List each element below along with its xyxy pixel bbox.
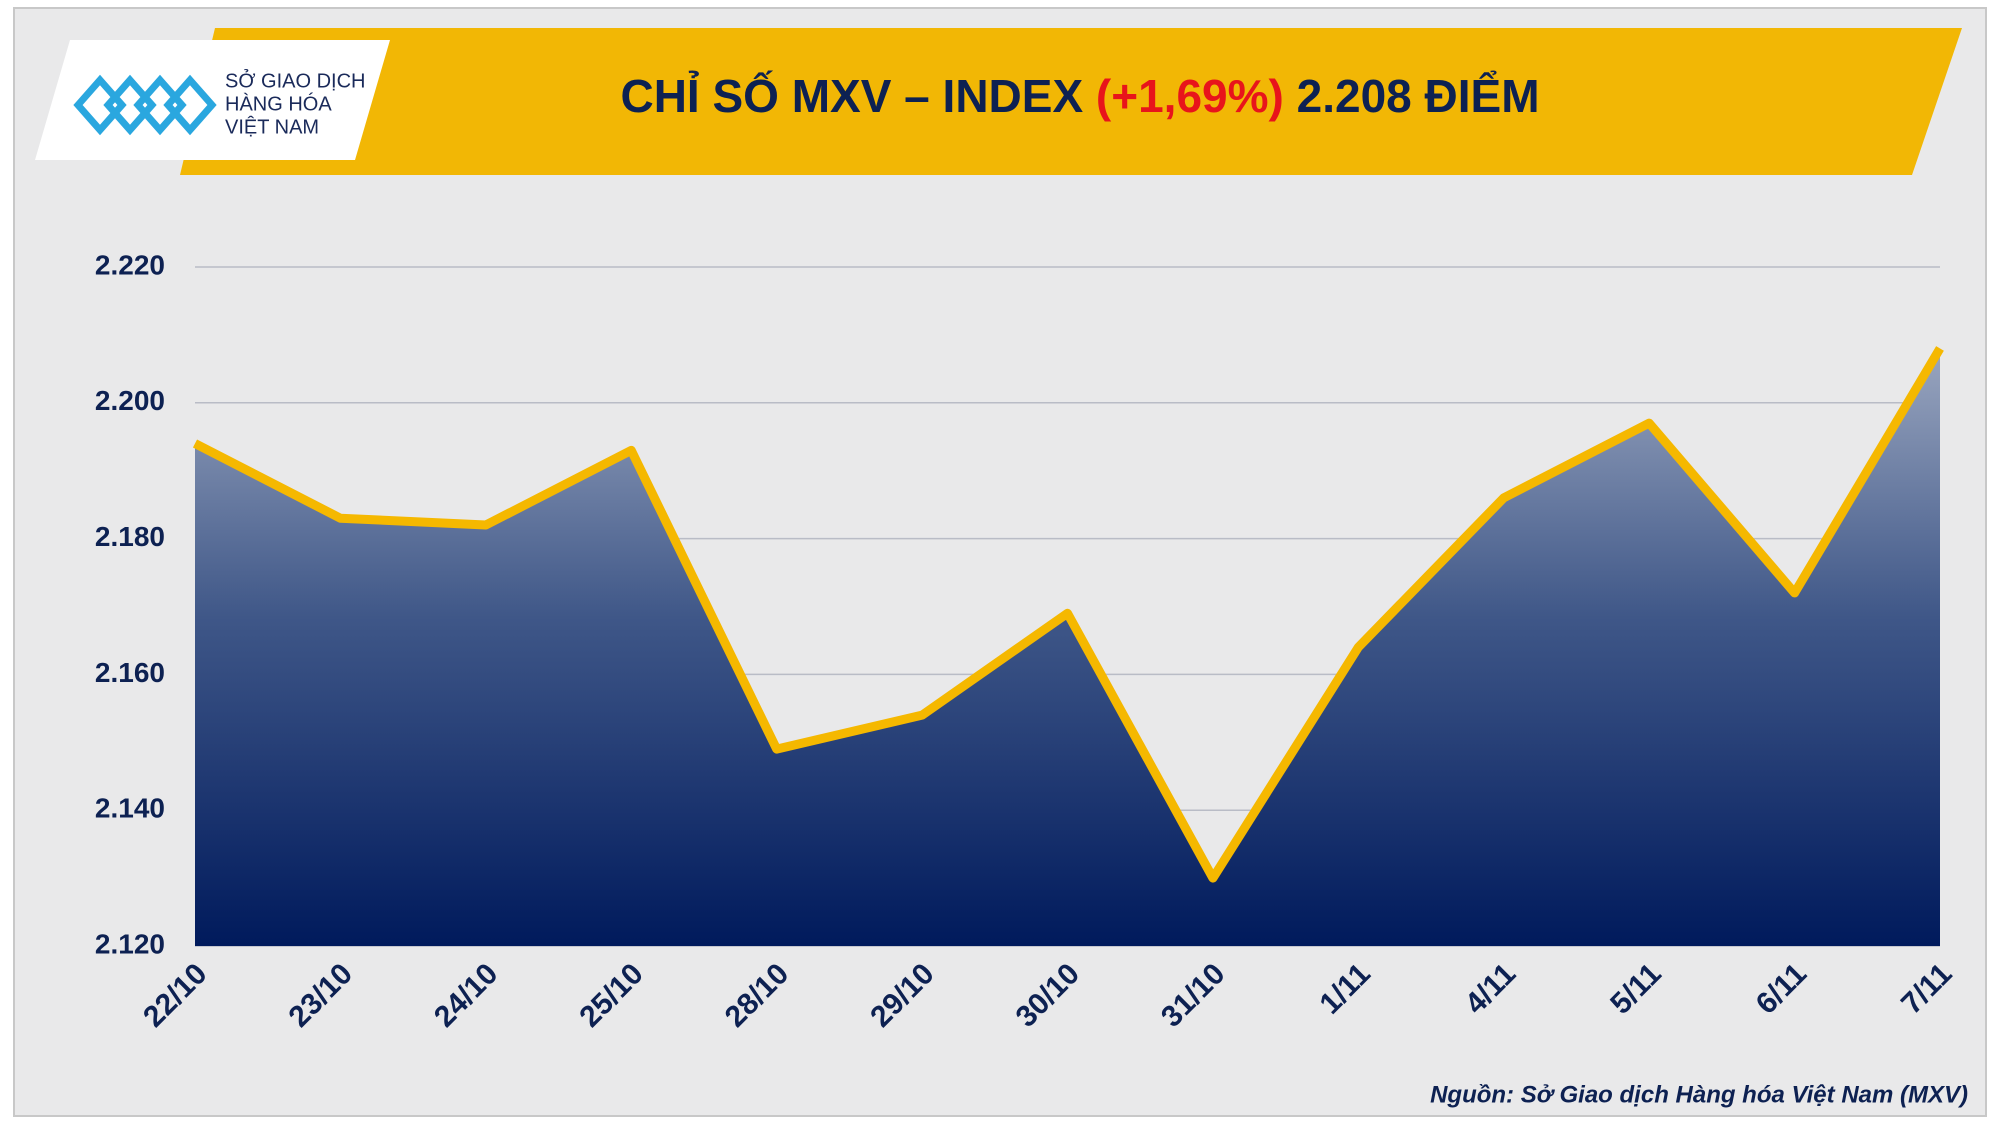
y-tick-label: 2.120 bbox=[95, 928, 165, 959]
title-value: 2.208 ĐIỂM bbox=[1297, 70, 1540, 122]
logo-mark bbox=[73, 74, 217, 136]
y-tick-label: 2.160 bbox=[95, 657, 165, 688]
title-text: CHỈ SỐ MXV – INDEX bbox=[620, 70, 1083, 122]
y-tick-label: 2.200 bbox=[95, 385, 165, 416]
logo-text: VIỆT NAM bbox=[225, 115, 319, 138]
y-tick-label: 2.180 bbox=[95, 521, 165, 552]
title-change: (+1,69%) bbox=[1096, 70, 1284, 122]
logo-text: HÀNG HÓA bbox=[225, 92, 332, 115]
logo-card bbox=[35, 40, 390, 160]
title-banner bbox=[180, 28, 1962, 175]
chart-title: CHỈ SỐ MXV – INDEX (+1,69%) 2.208 ĐIỂM bbox=[620, 70, 1539, 122]
line bbox=[192, 346, 1944, 883]
logo-text: SỞ GIAO DỊCH bbox=[225, 68, 366, 92]
y-tick-label: 2.220 bbox=[95, 249, 165, 280]
source-note: Nguồn: Sở Giao dịch Hàng hóa Việt Nam (M… bbox=[1430, 1081, 1968, 1108]
y-tick-label: 2.140 bbox=[95, 793, 165, 824]
